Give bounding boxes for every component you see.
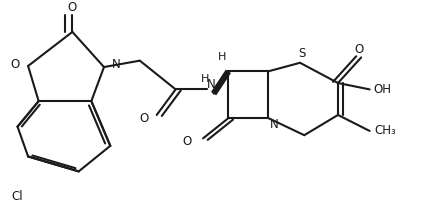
- Text: OH: OH: [373, 83, 391, 96]
- Text: H: H: [218, 52, 226, 62]
- Text: Cl: Cl: [11, 190, 22, 203]
- Text: O: O: [68, 1, 77, 14]
- Text: O: O: [140, 112, 148, 125]
- Text: N: N: [207, 78, 216, 91]
- Text: CH₃: CH₃: [375, 125, 396, 138]
- Text: N: N: [269, 118, 278, 131]
- Text: N: N: [111, 59, 120, 72]
- Text: S: S: [299, 47, 306, 60]
- Text: O: O: [182, 135, 192, 148]
- Text: O: O: [10, 59, 19, 72]
- Text: O: O: [354, 43, 364, 56]
- Text: H: H: [201, 74, 209, 84]
